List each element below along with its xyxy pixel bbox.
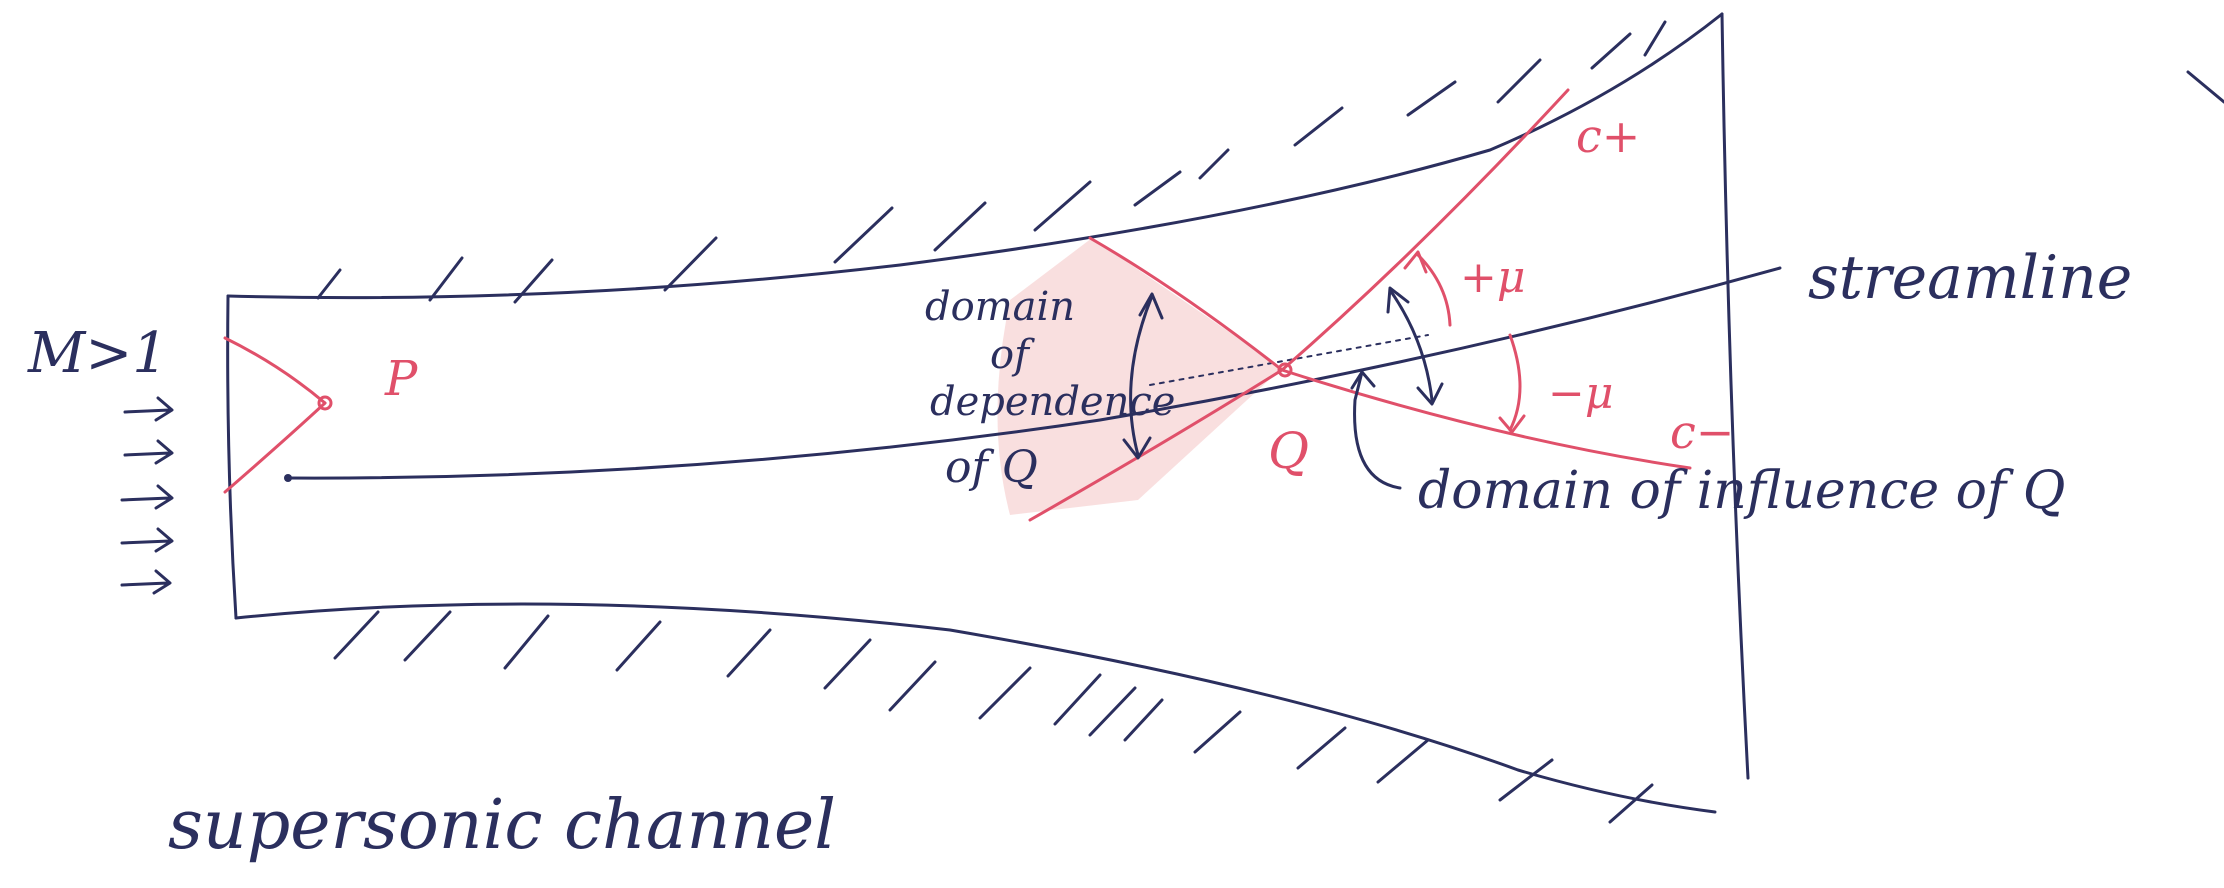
plus-mu-arc — [1416, 253, 1452, 327]
influence-pointer — [1353, 370, 1402, 490]
upper-wall-hatching — [316, 20, 1667, 304]
streamline-label: streamline — [1808, 243, 2132, 313]
outlet-boundary — [1720, 12, 1750, 780]
p-characteristic-lower — [223, 401, 327, 494]
dependence-label-line3: dependence — [930, 379, 1175, 425]
lower-wall — [234, 602, 1717, 814]
plus-mu-label: +μ — [1460, 252, 1525, 303]
domain-of-dependence-shading — [997, 238, 1282, 515]
caption: supersonic channel — [168, 786, 836, 865]
mach-number-label: M>1 — [27, 321, 168, 386]
dependence-label-line2: of — [990, 332, 1035, 378]
dependence-label-line4: of Q — [945, 442, 1038, 493]
minus-mu-arc — [1508, 333, 1522, 432]
point-q-dot — [1277, 362, 1293, 378]
streamline-tangent — [1149, 334, 1429, 386]
plus-mu-arrowhead — [1403, 250, 1428, 274]
influence-arrowhead-top — [1386, 286, 1410, 314]
p-characteristic-upper — [223, 336, 327, 405]
c-minus-label: c− — [1670, 405, 1734, 459]
influence-label: domain of influence of Q — [1418, 461, 2065, 521]
streamline-curve — [286, 266, 1782, 480]
upper-wall — [226, 12, 1724, 300]
streamline-start-dot — [284, 474, 292, 482]
dependence-arrowhead-top — [1138, 292, 1164, 320]
c-plus-label: c+ — [1576, 109, 1640, 163]
dependence-double-arrow — [1129, 294, 1154, 457]
influence-arrowhead-bottom — [1416, 382, 1444, 406]
influence-double-arrow — [1388, 288, 1434, 402]
lower-wall-hatching — [333, 610, 1654, 824]
c-minus-characteristic — [1088, 236, 1692, 470]
dependence-label-line1: domain — [925, 284, 1075, 330]
influence-pointer-arrowhead — [1350, 370, 1376, 390]
point-q-label: Q — [1268, 422, 1309, 480]
corner-tick — [2186, 70, 2224, 104]
minus-mu-label: −μ — [1548, 368, 1613, 419]
dependence-arrowhead-bottom — [1122, 436, 1152, 460]
inflow-arrows — [120, 396, 174, 595]
point-p-dot — [317, 395, 333, 411]
minus-mu-arrowhead — [1498, 414, 1526, 434]
point-p-label: P — [384, 351, 418, 407]
